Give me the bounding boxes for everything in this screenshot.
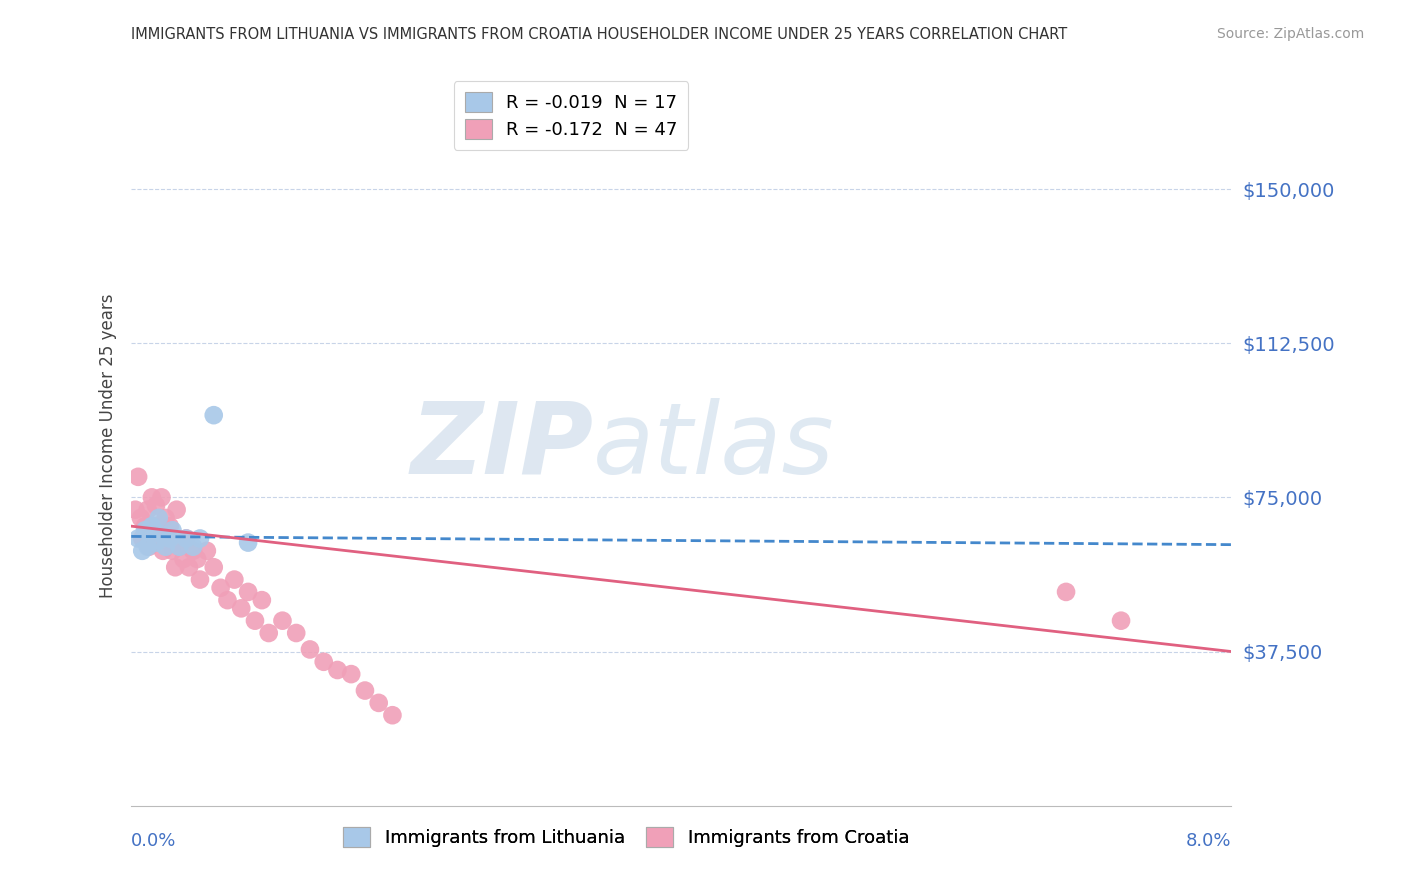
Text: 0.0%: 0.0% (131, 832, 177, 850)
Point (150, 527, 173, 541)
Point (131, 532, 153, 546)
Point (174, 532, 197, 546)
Point (162, 523, 184, 537)
Point (186, 552, 208, 566)
Point (141, 519, 163, 533)
Point (173, 552, 195, 566)
Point (181, 543, 204, 558)
Point (165, 560, 187, 574)
Point (250, 593, 273, 607)
Point (138, 540, 160, 554)
Point (159, 532, 181, 546)
Point (148, 532, 170, 546)
Point (202, 560, 225, 574)
Point (134, 523, 156, 537)
Point (155, 511, 177, 525)
Point (181, 540, 204, 554)
Text: IMMIGRANTS FROM LITHUANIA VS IMMIGRANTS FROM CROATIA HOUSEHOLDER INCOME UNDER 25: IMMIGRANTS FROM LITHUANIA VS IMMIGRANTS … (131, 27, 1067, 42)
Point (195, 543, 218, 558)
Point (169, 540, 191, 554)
Point (236, 535, 259, 549)
Text: ZIP: ZIP (411, 398, 593, 494)
Point (231, 601, 253, 615)
Point (271, 614, 294, 628)
Point (159, 519, 181, 533)
Point (136, 540, 159, 554)
Point (152, 543, 174, 558)
Point (127, 470, 149, 484)
Point (257, 626, 280, 640)
Point (188, 573, 211, 587)
Point (224, 573, 246, 587)
Point (381, 708, 404, 723)
Point (1109, 614, 1132, 628)
Point (157, 532, 180, 546)
Text: 8.0%: 8.0% (1185, 832, 1232, 850)
Text: atlas: atlas (593, 398, 835, 494)
Point (134, 519, 156, 533)
Point (312, 655, 335, 669)
Point (326, 663, 349, 677)
Point (174, 532, 197, 546)
Point (285, 626, 308, 640)
Point (129, 511, 152, 525)
Point (148, 511, 170, 525)
Point (141, 491, 163, 505)
Point (127, 532, 149, 546)
Point (298, 642, 321, 657)
Legend: Immigrants from Lithuania, Immigrants from Croatia: Immigrants from Lithuania, Immigrants fr… (336, 820, 917, 855)
Text: Source: ZipAtlas.com: Source: ZipAtlas.com (1216, 27, 1364, 41)
Point (124, 502, 146, 516)
Point (217, 593, 239, 607)
Point (188, 532, 211, 546)
Point (162, 543, 184, 558)
Point (145, 499, 167, 513)
Point (367, 696, 389, 710)
Point (1054, 585, 1077, 599)
Point (169, 540, 191, 554)
Point (354, 683, 377, 698)
Point (131, 543, 153, 558)
Point (177, 560, 200, 574)
Point (145, 535, 167, 549)
Y-axis label: Householder Income Under 25 years: Householder Income Under 25 years (100, 293, 117, 599)
Point (166, 502, 188, 516)
Point (340, 667, 363, 681)
Point (209, 581, 232, 595)
Point (136, 502, 159, 516)
Point (155, 540, 177, 554)
Point (236, 585, 259, 599)
Point (150, 491, 173, 505)
Point (243, 614, 266, 628)
Point (202, 408, 225, 422)
Point (143, 519, 166, 533)
